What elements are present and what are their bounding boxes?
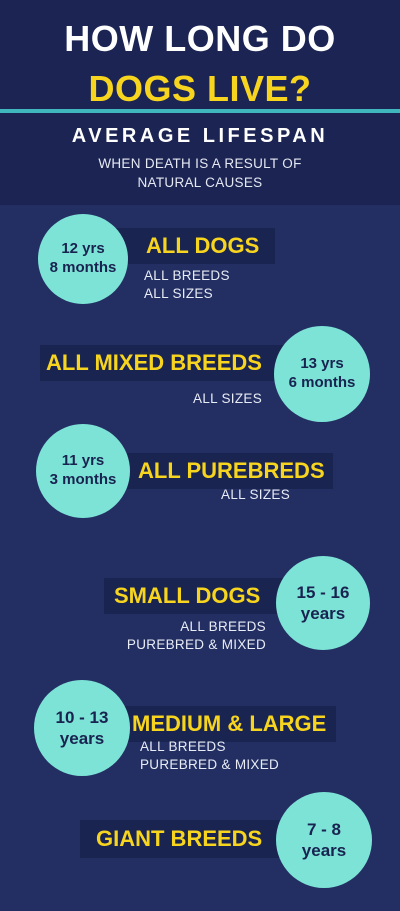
- description-line-1: WHEN DEATH IS A RESULT OF: [98, 156, 302, 171]
- title-line-1: HOW LONG DO: [64, 18, 336, 59]
- lifespan-unit: years: [301, 841, 347, 860]
- lifespan-value: 13 yrs: [300, 355, 344, 373]
- group-label-medium-large: MEDIUM & LARGE: [110, 706, 337, 742]
- detail-line: ALL SIZES: [144, 286, 213, 301]
- lifespan-value: 11 yrs: [61, 452, 105, 470]
- lifespan-circle-giant-breeds: 7 - 8 years: [276, 792, 372, 888]
- subtitle: AVERAGE LIFESPAN: [71, 125, 329, 147]
- detail-line: ALL BREEDS: [144, 268, 230, 283]
- group-details-all-purebreds: ALL SIZES: [180, 486, 290, 504]
- header-divider: [0, 109, 400, 113]
- group-details-medium-large: ALL BREEDS PUREBRED & MIXED: [140, 738, 279, 774]
- lifespan-circle-all-dogs: 12 yrs 8 months: [38, 214, 128, 304]
- detail-line: PUREBRED & MIXED: [126, 637, 266, 652]
- lifespan-unit: 3 months: [49, 471, 117, 488]
- group-label-all-mixed-breeds: ALL MIXED BREEDS: [40, 345, 292, 381]
- lifespan-unit: years: [59, 729, 105, 748]
- detail-line: ALL SIZES: [221, 487, 290, 502]
- group-details-all-dogs: ALL BREEDS ALL SIZES: [144, 267, 230, 303]
- lifespan-circle-all-purebreds: 11 yrs 3 months: [36, 424, 130, 518]
- header: HOW LONG DO DOGS LIVE? AVERAGE LIFESPAN …: [0, 0, 400, 205]
- lifespan-value: 15 - 16: [296, 582, 350, 602]
- lifespan-unit: 8 months: [49, 259, 117, 276]
- detail-line: PUREBRED & MIXED: [140, 757, 280, 772]
- lifespan-unit: years: [300, 604, 346, 623]
- title-line-2: DOGS LIVE?: [88, 68, 312, 109]
- detail-line: ALL SIZES: [193, 391, 262, 406]
- description-line-2: NATURAL CAUSES: [137, 175, 263, 190]
- group-details-all-mixed-breeds: ALL SIZES: [150, 390, 262, 408]
- lifespan-circle-small-dogs: 15 - 16 years: [276, 556, 370, 650]
- lifespan-value: 12 yrs: [61, 240, 105, 258]
- lifespan-circle-all-mixed-breeds: 13 yrs 6 months: [274, 326, 370, 422]
- group-label-giant-breeds: GIANT BREEDS: [80, 820, 295, 858]
- group-details-small-dogs: ALL BREEDS PUREBRED & MIXED: [96, 618, 266, 654]
- lifespan-value: 10 - 13: [55, 707, 109, 727]
- lifespan-unit: 6 months: [288, 374, 356, 391]
- lifespan-value: 7 - 8: [306, 819, 342, 839]
- detail-line: ALL BREEDS: [180, 619, 266, 634]
- group-label-all-dogs: ALL DOGS: [110, 228, 276, 264]
- subtitle-description: WHEN DEATH IS A RESULT OF NATURAL CAUSES: [0, 154, 400, 192]
- lifespan-circle-medium-large: 10 - 13 years: [34, 680, 130, 776]
- group-label-all-purebreds: ALL PUREBREDS: [112, 453, 333, 489]
- group-label-small-dogs: SMALL DOGS: [104, 578, 291, 614]
- detail-line: ALL BREEDS: [140, 739, 226, 754]
